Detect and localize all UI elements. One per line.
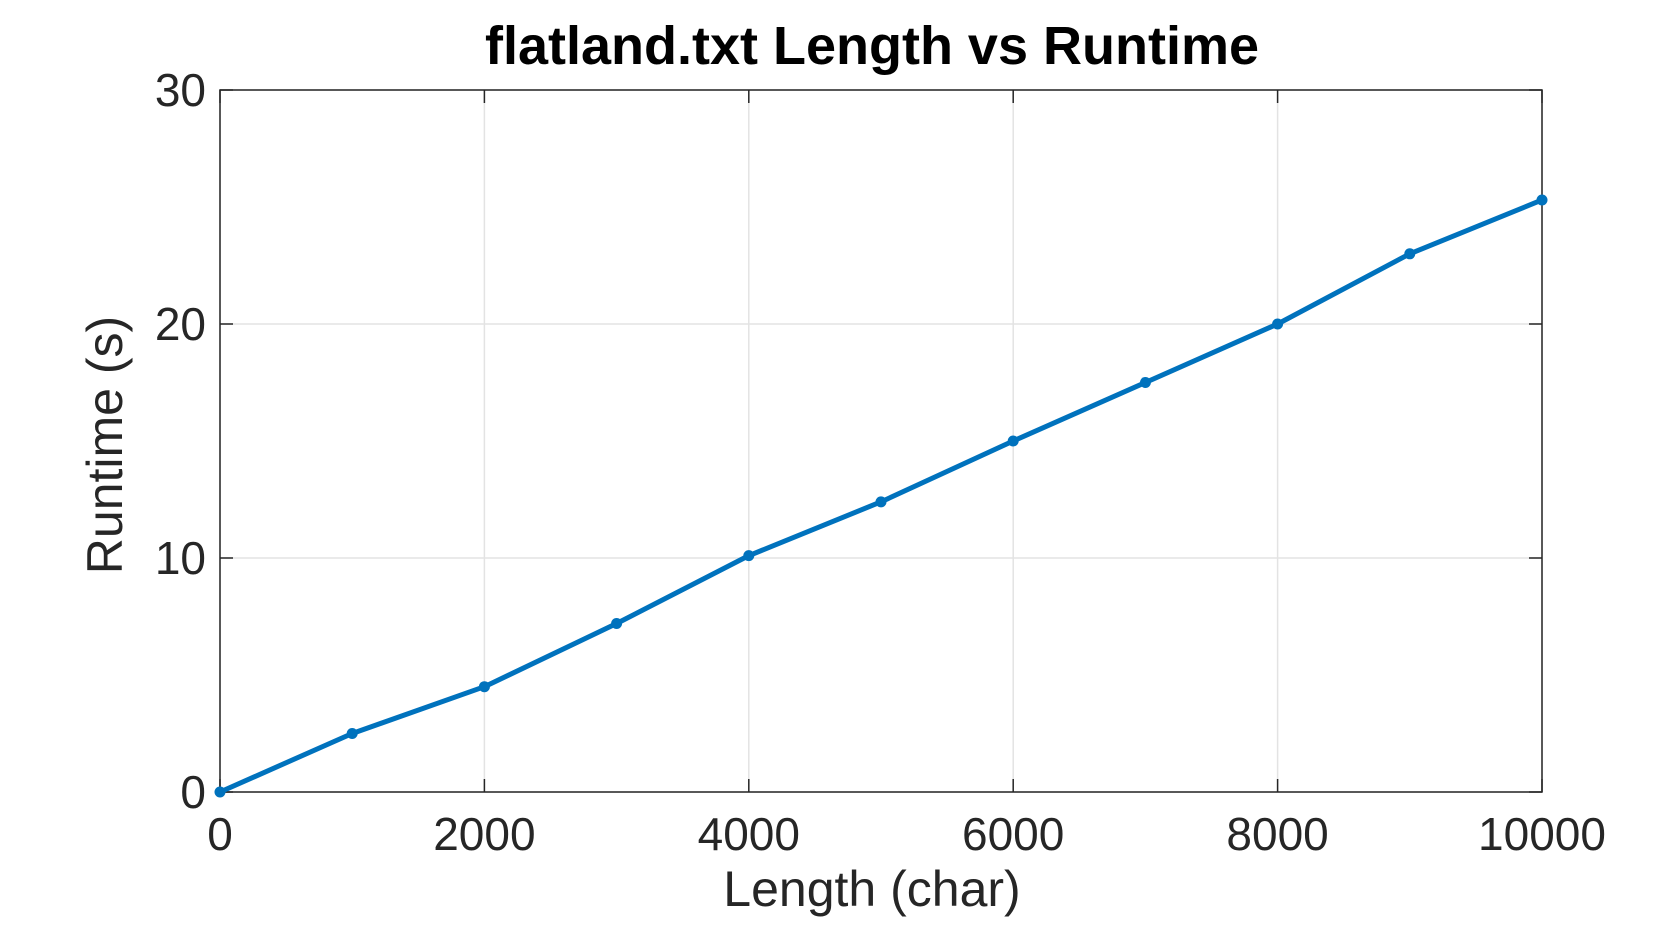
y-tick-label: 20: [155, 298, 206, 350]
x-tick-label: 6000: [962, 808, 1064, 860]
data-point: [1139, 377, 1151, 388]
series-layer: [214, 194, 1548, 798]
plot-area-frame: [219, 89, 1543, 793]
y-axis-tick-labels: 0 10 20 30: [155, 64, 206, 818]
x-axis-tick-labels: 0 2000 4000 6000 8000 10000: [207, 808, 1606, 860]
data-point: [478, 681, 490, 693]
data-point: [1404, 248, 1416, 260]
data-point: [1536, 194, 1548, 206]
grid-lines: [219, 89, 1543, 793]
axis-ticks: [219, 89, 1543, 793]
data-point: [346, 728, 358, 739]
x-tick-label: 8000: [1226, 808, 1328, 860]
x-tick-label: 2000: [433, 808, 535, 860]
data-point: [1007, 435, 1019, 447]
y-tick-label: 0: [180, 766, 206, 818]
data-point: [1272, 318, 1284, 330]
y-axis-label: Runtime (s): [77, 316, 133, 574]
x-axis-label: Length (char): [723, 861, 1020, 917]
data-point: [214, 786, 226, 798]
data-point: [611, 618, 623, 630]
data-point: [743, 550, 755, 562]
x-tick-label: 10000: [1478, 808, 1606, 860]
y-tick-label: 30: [155, 64, 206, 116]
series-line: [217, 197, 1545, 795]
x-tick-label: 4000: [698, 808, 800, 860]
y-tick-label: 10: [155, 532, 206, 584]
x-tick-label: 0: [207, 808, 233, 860]
data-point: [875, 496, 887, 508]
chart-title: flatland.txt Length vs Runtime: [485, 16, 1259, 76]
